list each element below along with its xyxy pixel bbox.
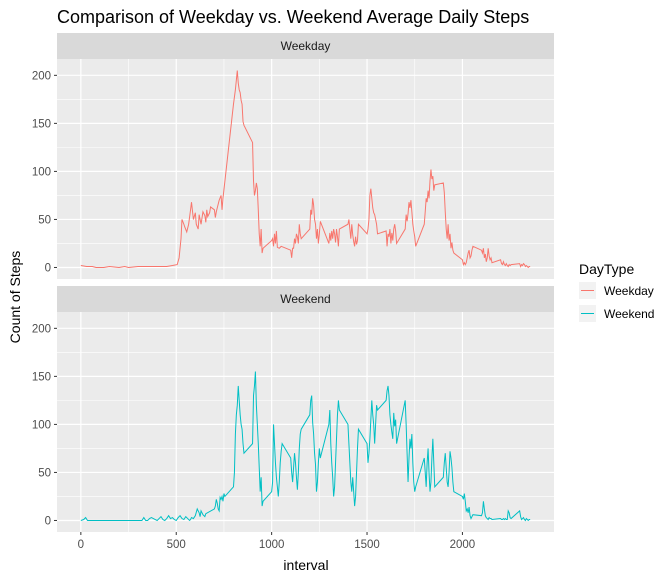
y-tick-label: 200: [32, 323, 51, 335]
chart-title: Comparison of Weekday vs. Weekend Averag…: [57, 7, 529, 27]
panel-weekend: Weekend: [57, 286, 554, 532]
y-tick-label: 100: [32, 419, 51, 431]
strip-weekend: [57, 286, 554, 312]
x-tick-label: 1000: [259, 539, 285, 551]
x-tick-label: 0: [78, 539, 84, 551]
legend-label-weekday: Weekday: [604, 284, 654, 298]
y-tick-label: 50: [38, 467, 51, 479]
y-tick-label: 50: [38, 214, 51, 226]
series-line-weekday: [80, 70, 531, 269]
legend-label-weekend: Weekend: [604, 307, 654, 321]
y-tick-label: 0: [45, 515, 51, 527]
legend-item-weekday: Weekday: [579, 282, 654, 299]
facet-panels: Weekday Weekend: [57, 33, 554, 532]
x-tick-label: 500: [167, 539, 186, 551]
y-tick-label: 0: [45, 262, 51, 274]
legend-title: DayType: [579, 261, 634, 277]
strip-weekday: [57, 33, 554, 59]
strip-label-weekday: Weekday: [281, 39, 331, 53]
y-axis-title: Count of Steps: [7, 251, 23, 344]
y-tick-label: 200: [32, 70, 51, 82]
series-line-weekend: [80, 371, 531, 522]
x-tick-label: 1500: [354, 539, 380, 551]
x-axis: 0 500 1000 1500 2000: [78, 532, 476, 551]
panel-background: [57, 59, 554, 279]
y-axis: 0 50 100 150 200 0 50 100 150 200: [32, 70, 57, 527]
x-axis-title: interval: [283, 557, 328, 573]
panel-weekday: Weekday: [57, 33, 554, 279]
legend: DayType Weekday Weekend: [579, 261, 654, 322]
y-tick-label: 150: [32, 118, 51, 130]
legend-item-weekend: Weekend: [579, 305, 654, 322]
x-tick-label: 2000: [450, 539, 476, 551]
y-tick-label: 100: [32, 166, 51, 178]
y-tick-label: 150: [32, 371, 51, 383]
strip-label-weekend: Weekend: [280, 292, 330, 306]
